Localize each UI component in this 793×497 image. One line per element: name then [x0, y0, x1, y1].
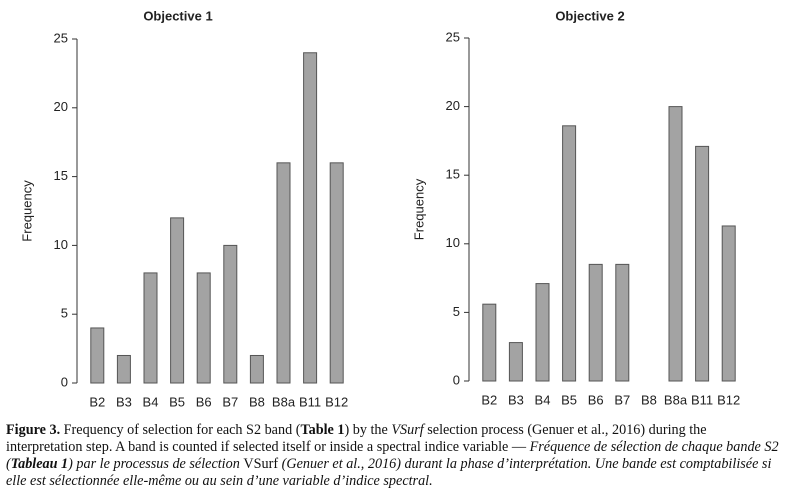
bar	[615, 263, 630, 382]
x-tick-label: B5	[169, 394, 185, 409]
figure-caption: Figure 3. Frequency of selection for eac…	[6, 422, 786, 490]
x-tick-label: B7	[614, 392, 630, 407]
x-tick-label: B8a	[664, 392, 688, 407]
y-tick-label: 0	[61, 374, 68, 389]
bar	[721, 225, 736, 382]
y-tick-label: 15	[446, 167, 460, 182]
caption-segment: ) par le processus de sélection	[68, 456, 244, 472]
x-tick-label: B5	[561, 392, 577, 407]
x-tick-label: B11	[299, 394, 321, 409]
bar	[276, 162, 291, 384]
caption-segment: ) by the	[344, 422, 392, 438]
bar	[695, 145, 710, 382]
y-tick-label: 5	[453, 304, 460, 319]
charts: Objective 1 Frequency 0 5 10 15 20 25 B2 B3 B4 B5 B6…	[19, 8, 740, 409]
caption-segment: VSurf	[243, 456, 279, 472]
x-tick-label: B4	[535, 392, 551, 407]
bar	[249, 354, 264, 384]
bar	[143, 272, 158, 384]
y-tick-label: 10	[54, 237, 68, 252]
x-tick-label: B6	[588, 392, 604, 407]
caption-segment: Figure 3.	[6, 422, 61, 438]
caption-segment: Frequency of selection for each S2 band …	[60, 422, 301, 438]
bar	[170, 217, 185, 384]
x-tick-label: B6	[196, 394, 212, 409]
bar	[668, 106, 683, 382]
x-tick-label: B4	[143, 394, 159, 409]
caption-segment: Tableau 1	[10, 456, 69, 472]
bar	[196, 272, 211, 384]
y-tick-label: 5	[61, 306, 68, 321]
x-tick-label: B2	[481, 392, 497, 407]
bar	[90, 327, 105, 384]
x-tick-label: B8	[249, 394, 265, 409]
y-tick-label: 25	[54, 30, 68, 45]
chart-title: Objective 1	[143, 8, 212, 23]
y-tick-label: 15	[54, 168, 68, 183]
x-tick-label: B7	[222, 394, 238, 409]
x-tick-label: B8a	[272, 394, 296, 409]
y-tick-label: 20	[54, 99, 68, 114]
x-tick-label: B12	[717, 392, 740, 407]
caption-segment: (Genuer et al., 2016) durant la phase d’…	[6, 456, 772, 489]
y-tick-label: 10	[446, 235, 460, 250]
bar	[116, 354, 131, 384]
y-axis-label: Frequency	[411, 178, 426, 240]
caption-segment: VSurf	[391, 422, 424, 438]
bar	[535, 283, 550, 382]
x-tick-label: B3	[508, 392, 524, 407]
caption-segment: Fréquence de sélection de chaque bande S…	[6, 439, 779, 472]
y-tick-label: 0	[453, 372, 460, 387]
caption-segment: selection process (Genuer et al., 2016) …	[6, 422, 707, 455]
y-tick-label: 25	[446, 29, 460, 44]
bar	[562, 125, 577, 382]
y-tick-label: 20	[446, 98, 460, 113]
x-tick-label: B2	[89, 394, 105, 409]
x-tick-label: B8	[641, 392, 657, 407]
y-axis-label: Frequency	[19, 180, 34, 242]
bar	[329, 162, 344, 384]
chart-title: Objective 2	[555, 8, 624, 23]
caption-segment: Table 1	[300, 422, 345, 438]
bar	[482, 303, 497, 382]
x-tick-label: B12	[325, 394, 348, 409]
bar	[508, 342, 523, 382]
x-tick-label: B11	[691, 392, 713, 407]
x-tick-label: B3	[116, 394, 132, 409]
bar	[223, 244, 238, 384]
bar	[303, 52, 318, 384]
bar	[588, 263, 603, 382]
